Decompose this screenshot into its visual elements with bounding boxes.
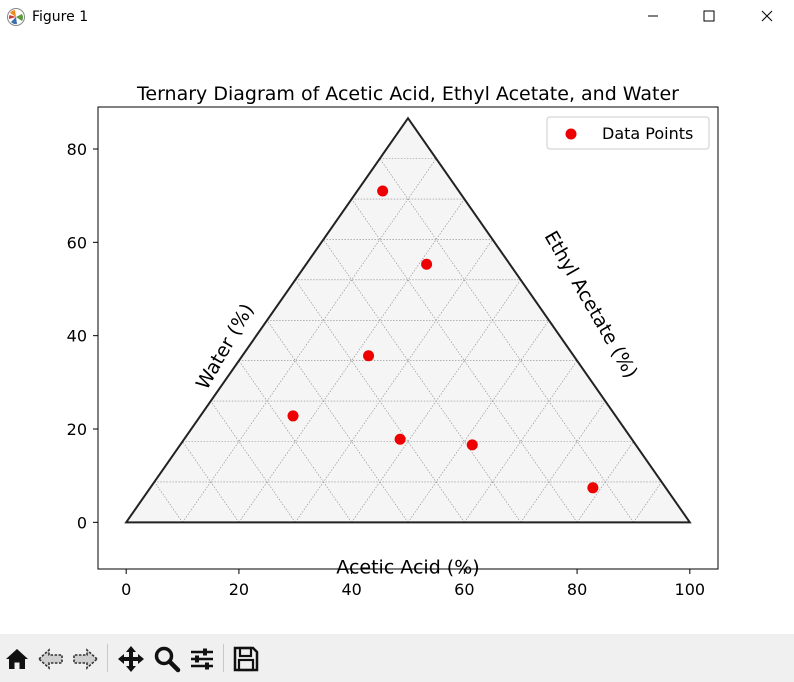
- zoom-icon: [154, 646, 181, 673]
- grid-line-right-parallel: [210, 400, 296, 523]
- y-tick-label: 80: [67, 140, 87, 159]
- toolbar-separator: [107, 644, 108, 672]
- grid-line-right-parallel: [154, 481, 183, 523]
- y-tick-label: 40: [67, 327, 87, 346]
- grid-line-right-parallel: [182, 441, 240, 523]
- x-tick-label: 100: [675, 580, 706, 599]
- maximize-icon: [703, 10, 715, 22]
- grid-line-right-parallel: [266, 320, 409, 523]
- forward-button[interactable]: [70, 644, 100, 674]
- pan-button[interactable]: [116, 644, 146, 674]
- save-icon: [233, 646, 259, 672]
- forward-icon: [73, 648, 99, 670]
- legend-marker: [565, 128, 577, 140]
- navigation-toolbar: [0, 634, 794, 682]
- data-point: [287, 410, 299, 422]
- y-tick-label: 20: [67, 420, 87, 439]
- zoom-button[interactable]: [152, 644, 182, 674]
- maximize-button[interactable]: [686, 0, 732, 32]
- configure-subplots-icon: [191, 648, 213, 670]
- data-point: [363, 350, 375, 362]
- grid-line-right-parallel: [295, 279, 465, 523]
- window-titlebar: Figure 1: [0, 0, 794, 34]
- home-icon: [6, 649, 28, 669]
- toolbar-separator: [223, 644, 224, 672]
- legend-box: [546, 116, 710, 150]
- grid-line-left-parallel: [182, 158, 437, 523]
- grid-line-left-parallel: [238, 198, 465, 523]
- x-tick-label: 20: [229, 580, 249, 599]
- x-tick-label: 60: [454, 580, 474, 599]
- matplotlib-logo-icon: [7, 8, 25, 26]
- pan-icon: [118, 646, 144, 672]
- data-point: [421, 258, 433, 270]
- save-button[interactable]: [231, 644, 261, 674]
- plot-axes: Ternary Diagram of Acetic Acid, Ethyl Ac…: [67, 83, 719, 599]
- back-button[interactable]: [36, 644, 66, 674]
- x-tick-label: 0: [121, 580, 131, 599]
- minimize-icon: [648, 15, 658, 17]
- data-point: [377, 185, 389, 197]
- figure-canvas[interactable]: Ternary Diagram of Acetic Acid, Ethyl Ac…: [0, 34, 794, 634]
- grid-line-right-parallel: [379, 158, 634, 523]
- grid-line-right-parallel: [351, 198, 578, 523]
- home-button[interactable]: [2, 644, 32, 674]
- configure-subplots-button[interactable]: [187, 644, 217, 674]
- close-icon: [761, 10, 773, 22]
- window-title: Figure 1: [32, 9, 89, 25]
- triangle-fill: [126, 118, 690, 523]
- grid-line-left-parallel: [520, 400, 606, 523]
- data-point: [466, 439, 478, 451]
- grid-line-left-parallel: [295, 239, 493, 523]
- close-button[interactable]: [744, 0, 790, 32]
- y-tick-label: 60: [67, 233, 87, 252]
- x-axis-label: Acetic Acid (%): [336, 556, 479, 578]
- grid-line-left-parallel: [407, 320, 550, 523]
- x-tick-label: 40: [341, 580, 361, 599]
- y-tick-label: 0: [77, 513, 87, 532]
- minimize-button[interactable]: [630, 0, 676, 32]
- chart-title: Ternary Diagram of Acetic Acid, Ethyl Ac…: [136, 83, 679, 105]
- back-icon: [37, 648, 63, 670]
- data-point: [587, 482, 599, 494]
- grid-line-left-parallel: [633, 481, 662, 523]
- legend-label: Data Points: [602, 124, 693, 143]
- x-tick-label: 80: [567, 580, 587, 599]
- data-point: [394, 433, 406, 445]
- grid-line-right-parallel: [323, 239, 521, 523]
- triangle-edge: [124, 116, 692, 524]
